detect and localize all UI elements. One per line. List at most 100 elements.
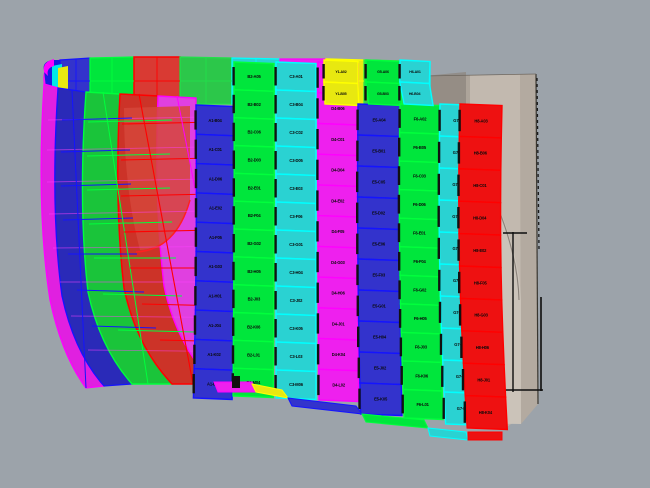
block-separator-tick [398, 64, 401, 79]
block-separator-tick [442, 397, 445, 419]
seating-block-label: H8-A03 [474, 118, 488, 123]
block-separator-tick [437, 173, 440, 195]
seating-block[interactable] [464, 394, 509, 431]
seating-column[interactable]: E5-A04 E5-B01 E5-C05 E5-D02 E5-E06 E5-F03 E5-G… [356, 103, 403, 417]
block-separator-tick [397, 194, 401, 214]
seating-block[interactable] [398, 81, 434, 107]
block-separator-tick [316, 98, 319, 119]
seating-block-label: E5-J02 [374, 366, 387, 371]
block-separator-tick [232, 150, 235, 169]
seating-block-label: C3-G01 [289, 242, 303, 247]
seating-block-label: B2-E01 [248, 185, 262, 190]
seating-block-label: C3-F06 [290, 214, 304, 219]
seating-block-label: H8-C01 [473, 183, 487, 188]
block-separator-tick [274, 263, 277, 282]
block-separator-tick [438, 301, 442, 323]
seating-block-label: B2-H05 [247, 269, 261, 274]
seating-block-label: F6-H05 [414, 316, 428, 321]
seating-block-label: A1-D06 [209, 176, 223, 181]
block-separator-tick [274, 207, 277, 226]
seating-block-label: B2-C06 [247, 130, 261, 135]
seating-block-label: E5-D02 [372, 211, 386, 216]
seating-block-label: A1-B04 [208, 118, 222, 123]
block-separator-tick [194, 286, 197, 306]
block-separator-tick [274, 67, 277, 86]
dimension-marker [503, 232, 543, 392]
block-separator-tick [356, 233, 359, 255]
seating-block-label: G5-A06 [377, 70, 389, 74]
block-separator-tick [356, 109, 359, 131]
seating-block-label: C3-E03 [290, 186, 304, 191]
block-separator-tick [274, 123, 277, 142]
seating-block-label: H8-D04 [473, 215, 487, 220]
seating-block-label: C3-J02 [290, 298, 303, 303]
block-separator-tick [457, 142, 461, 164]
seating-block-label: A1-E02 [209, 206, 223, 211]
block-separator-tick [457, 174, 460, 196]
seating-block-label: B2-D03 [248, 157, 262, 162]
block-separator-tick [364, 64, 367, 79]
block-separator-tick [316, 313, 320, 334]
seating-column[interactable]: H6-A01 H6-B04 [398, 59, 434, 107]
seating-block-label: E5-F03 [373, 273, 386, 278]
block-separator-tick [398, 280, 401, 300]
block-separator-tick [232, 122, 235, 142]
block-separator-tick [398, 86, 401, 101]
block-separator-tick [274, 179, 277, 198]
seating-block-label: D4-F05 [332, 229, 346, 234]
block-separator-tick [437, 141, 441, 163]
seating-block-label: F6-L01 [416, 402, 429, 407]
block-separator-tick [397, 166, 401, 185]
seating-block-label: B2-K06 [247, 324, 261, 329]
seating-block-label: F6-E01 [413, 231, 426, 236]
seating-column[interactable]: D4-A03D4-B06D4-C01D4-D04D4-E02D4-F05D4-G… [316, 61, 360, 403]
seating-block-label: E5-A04 [373, 118, 387, 123]
block-separator-tick [356, 264, 359, 286]
block-separator-tick [194, 168, 198, 189]
seating-block-label: D4-D04 [331, 168, 345, 173]
seating-block-label: F6-C03 [413, 173, 427, 178]
seating-column[interactable]: F6-A02 F6-B05 F6-C03 F6-D06 F6-E01 F6-F04 F6-G… [397, 103, 444, 421]
block-separator-tick [358, 388, 361, 410]
seating-bowl[interactable]: A1-B04 A1-C01 A1-D06 A1-E02 A1-F05 A1-G03 A1-H… [40, 56, 509, 441]
seating-block-label: E5-G01 [372, 304, 386, 309]
block-separator-tick [193, 344, 196, 364]
block-separator-tick [356, 140, 359, 162]
seating-block-label: H6-B04 [409, 92, 421, 96]
seating-block-label: D4-J01 [332, 321, 345, 326]
seating-column[interactable]: G5-A06 G5-B03 [364, 59, 403, 107]
seating-block-label: E5-K05 [374, 397, 388, 402]
seating-column[interactable]: A1-B04 A1-C01 A1-D06 A1-E02 A1-F05 A1-G03 A1-H… [192, 104, 236, 401]
seating-column[interactable]: B2-A05 B2-B02 B2-C06 B2-D03 B2-E01 B2-F04 B2-G… [231, 61, 275, 399]
block-separator-tick [460, 336, 463, 358]
seating-block-label: F6-B05 [413, 145, 427, 150]
block-separator-tick [194, 256, 197, 277]
block-separator-tick [463, 401, 466, 423]
seating-block-label: H8-B06 [474, 151, 488, 156]
block-separator-tick [274, 319, 277, 338]
seating-block-label: F6-J03 [415, 345, 428, 350]
wall-dashed-edge [536, 77, 540, 251]
block-separator-tick [192, 374, 195, 394]
seating-column[interactable]: H8-A03 H8-B06 H8-C01 H8-D04 H8-E02 H8-F05 H8-G… [457, 103, 509, 431]
block-separator-tick [194, 139, 197, 159]
seating-block-label: B2-B02 [247, 102, 261, 107]
block-separator-tick [457, 239, 460, 261]
block-separator-tick [232, 94, 235, 114]
seating-column[interactable]: C3-A01 C3-B04 C3-C02 C3-D05 C3-E03 C3-F06 C3-G… [274, 61, 317, 401]
block-separator-tick [232, 261, 235, 281]
block-separator-tick [316, 129, 319, 150]
labeled-block-columns[interactable]: A1-B04 A1-C01 A1-D06 A1-E02 A1-F05 A1-G03 A1-H… [192, 59, 509, 431]
block-separator-tick [438, 109, 441, 131]
seating-block-label: C3-H04 [289, 270, 303, 275]
block-separator-tick [316, 67, 319, 88]
seating-block-label: E5-H04 [373, 335, 387, 340]
seating-block-label: H8-G03 [474, 313, 488, 318]
block-separator-tick [399, 337, 403, 357]
seating-column[interactable]: Y1-A02 Y1-B05 [322, 59, 360, 107]
block-separator-tick [458, 271, 461, 294]
block-separator-tick [357, 357, 360, 379]
seating-block-label: D4-H06 [331, 291, 345, 296]
